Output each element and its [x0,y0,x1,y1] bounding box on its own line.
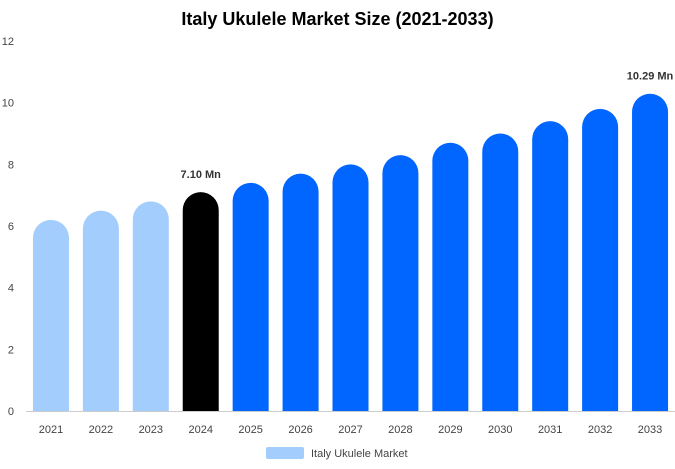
legend: Italy Ukulele Market [266,447,408,460]
data-labels: 7.10 Mn 10.29 Mn [181,71,674,181]
bar-2026 [282,173,319,411]
bar-2031 [532,121,569,411]
bar-2023 [132,201,169,411]
x-tick-label: 2031 [538,424,562,436]
y-tick-label: 2 [8,344,14,356]
x-tick-label: 2030 [488,424,512,436]
bar-2029 [432,142,469,411]
y-tick-label: 12 [2,36,14,48]
y-tick-label: 0 [8,406,14,418]
x-tick-label: 2026 [288,424,312,436]
legend-label: Italy Ukulele Market [311,448,408,460]
x-tick-label: 2023 [139,424,163,436]
bar-2030 [482,133,519,411]
x-tick-label: 2022 [89,424,113,436]
y-tick-label: 4 [8,283,14,295]
chart-title: Italy Ukulele Market Size (2021-2033) [181,9,493,29]
y-axis: 0 2 4 6 8 10 12 [2,36,14,418]
x-tick-label: 2033 [638,424,662,436]
y-tick-label: 8 [8,159,14,171]
bar-2033 [632,93,669,411]
legend-swatch [266,447,304,459]
x-tick-label: 2029 [438,424,462,436]
x-tick-label: 2027 [338,424,362,436]
x-tick-label: 2032 [588,424,612,436]
x-tick-label: 2028 [388,424,412,436]
bar-series [32,93,669,411]
y-tick-label: 10 [2,98,14,110]
data-label-2033: 10.29 Mn [627,71,674,83]
x-tick-label: 2024 [188,424,212,436]
bar-2024 [182,192,219,411]
bar-2022 [82,210,119,411]
bar-2028 [382,155,419,411]
bar-2025 [232,182,269,411]
x-axis: 2021 2022 2023 2024 2025 2026 2027 2028 2029 2030… [26,411,675,436]
bar-2021 [32,219,69,411]
x-tick-label: 2021 [39,424,63,436]
bar-2032 [582,108,619,411]
data-label-2024: 7.10 Mn [181,169,222,181]
x-tick-label: 2025 [238,424,262,436]
y-tick-label: 6 [8,221,14,233]
bar-2027 [332,164,369,411]
